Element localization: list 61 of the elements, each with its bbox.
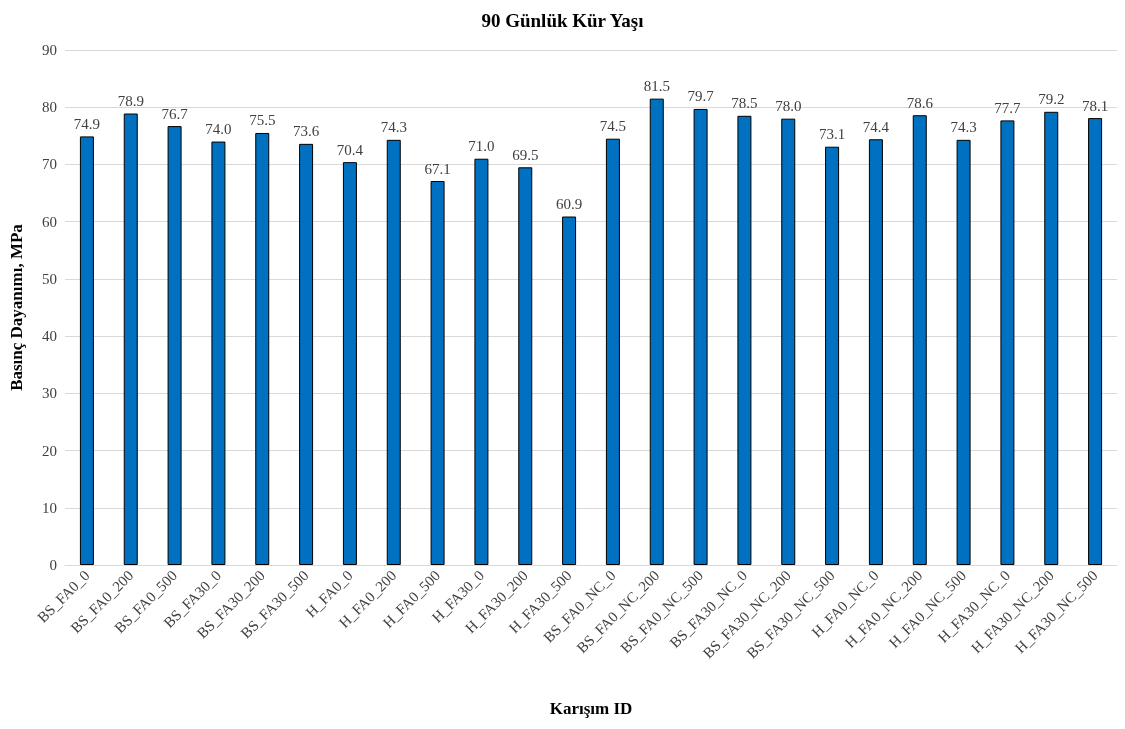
x-axis-title: Karışım ID (549, 699, 633, 718)
data-label: 73.6 (292, 123, 320, 140)
data-label: 79.2 (1038, 91, 1065, 108)
bar (1044, 111, 1059, 565)
bar (1088, 118, 1103, 565)
bar (649, 98, 664, 565)
data-label: 69.5 (512, 146, 539, 163)
bar (781, 118, 796, 565)
data-label: 74.9 (73, 115, 101, 132)
bar (123, 113, 138, 565)
bar (605, 138, 620, 565)
bar (912, 115, 927, 565)
y-tick-label: 40 (42, 328, 57, 345)
bar (255, 132, 270, 565)
bar (825, 146, 840, 565)
data-label: 75.5 (249, 112, 276, 129)
bar (956, 139, 971, 565)
data-label: 78.5 (731, 95, 758, 112)
y-tick-label: 20 (42, 442, 57, 459)
bar (868, 139, 883, 565)
data-label: 74.3 (380, 119, 407, 136)
bar (167, 126, 182, 565)
data-label: 70.4 (336, 141, 364, 158)
data-label: 78.6 (906, 94, 934, 111)
data-label: 76.7 (161, 105, 189, 122)
y-tick-label: 10 (42, 499, 57, 516)
y-tick-label: 90 (42, 42, 57, 58)
y-tick-label: 30 (42, 385, 57, 402)
data-label: 77.7 (994, 99, 1022, 116)
data-label: 78.1 (1081, 97, 1109, 114)
y-tick-label: 50 (42, 270, 57, 287)
bar (299, 143, 314, 565)
bar (1000, 120, 1015, 565)
bar (518, 167, 533, 565)
bar (386, 139, 401, 565)
y-tick-label: 80 (42, 99, 57, 116)
bar (474, 158, 489, 565)
bar (562, 216, 577, 565)
bar (737, 115, 752, 565)
bar (79, 136, 94, 565)
bar (342, 162, 357, 565)
bar (211, 141, 226, 565)
bar (430, 181, 445, 565)
bar (693, 108, 708, 565)
data-label: 79.7 (687, 88, 715, 105)
data-label: 74.0 (205, 121, 232, 138)
data-label: 78.0 (775, 98, 802, 115)
data-label: 60.9 (555, 196, 583, 213)
y-tick-label: 60 (42, 213, 57, 230)
data-label: 74.5 (599, 118, 627, 135)
data-label: 67.1 (424, 160, 451, 177)
data-label: 74.4 (862, 118, 890, 135)
y-tick-label: 70 (42, 156, 57, 173)
data-label: 71.0 (468, 138, 495, 155)
data-label: 81.5 (643, 78, 670, 95)
chart-title: 90 Günlük Kür Yaşı (481, 10, 644, 31)
y-tick-label: 0 (49, 557, 57, 573)
y-axis-title: Basınç Dayanımı, MPa (7, 223, 26, 391)
data-label: 73.1 (818, 126, 846, 143)
data-label: 74.3 (950, 119, 977, 136)
data-label: 78.9 (117, 93, 144, 110)
